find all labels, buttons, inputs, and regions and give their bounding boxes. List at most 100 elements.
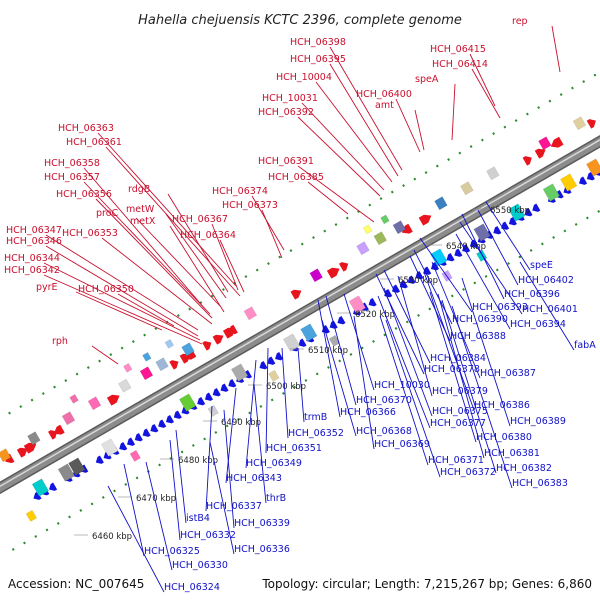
forward-gene-arrow[interactable] [228,324,238,335]
forward-gene-arrow[interactable] [202,341,212,351]
forward-gene-box-outer[interactable] [380,214,390,225]
gene-label-bottom[interactable]: HCH_06388 [450,331,506,342]
reverse-gene-arrow[interactable] [407,275,416,284]
forward-gene-box[interactable] [87,396,102,411]
gene-label-bottom[interactable]: HCH_06372 [440,467,496,478]
reverse-gene-arrow[interactable] [197,397,206,406]
reverse-gene-arrow[interactable] [134,433,143,442]
forward-gene-arrow[interactable] [586,119,596,129]
gene-label-bottom[interactable]: HCH_06343 [226,473,282,484]
reverse-gene-arrow[interactable] [204,392,213,401]
forward-gene-arrow[interactable] [169,360,179,370]
reverse-gene-arrow[interactable] [298,338,307,347]
forward-gene-arrow[interactable] [23,442,37,454]
gene-label-top[interactable]: HCH_06400 [356,89,412,100]
gene-label-top[interactable]: HCH_10031 [262,93,318,104]
forward-gene-box[interactable] [434,196,448,211]
forward-gene-box[interactable] [373,231,388,246]
reverse-gene-arrow[interactable] [462,244,471,253]
gene-label-bottom[interactable]: HCH_06396 [504,289,560,300]
gene-label-top[interactable]: HCH_06415 [430,44,486,55]
gene-label-top[interactable]: HCH_06358 [44,158,100,169]
gene-label-bottom[interactable]: istB4 [186,513,210,524]
gene-label-bottom[interactable]: HCH_06378 [424,364,480,375]
reverse-gene-arrow[interactable] [49,482,58,491]
reverse-gene-box[interactable] [430,248,448,267]
reverse-gene-arrow[interactable] [119,442,128,451]
forward-gene-box[interactable] [181,342,195,357]
forward-gene-box-outer[interactable] [123,362,133,373]
reverse-gene-box[interactable] [560,173,578,192]
reverse-gene-arrow[interactable] [423,266,432,275]
gene-label-top[interactable]: HCH_06364 [180,230,236,241]
reverse-gene-box[interactable] [101,438,119,457]
forward-gene-arrow[interactable] [106,394,120,406]
forward-gene-box-outer[interactable] [164,338,175,349]
gene-label-top[interactable]: HCH_06361 [66,137,122,148]
gene-label-bottom[interactable]: HCH_06337 [206,501,262,512]
gene-label-bottom[interactable]: HCH_06383 [512,478,568,489]
reverse-gene-box[interactable] [57,463,76,482]
reverse-gene-box[interactable] [586,158,600,177]
gene-label-bottom[interactable]: HCH_06386 [474,400,530,411]
gene-label-top[interactable]: HCH_06357 [44,172,100,183]
reverse-gene-box[interactable] [473,223,491,242]
forward-gene-box[interactable] [139,366,154,381]
gene-label-top[interactable]: HCH_06344 [4,253,60,264]
reverse-gene-box[interactable] [508,203,526,222]
forward-gene-arrow[interactable] [550,136,564,148]
gene-label-bottom[interactable]: HCH_06369 [374,439,430,450]
reverse-gene-arrow[interactable] [158,419,167,428]
reverse-gene-box[interactable] [348,295,366,314]
gene-label-bottom[interactable]: HCH_06336 [234,544,290,555]
gene-label-top[interactable]: HCH_06353 [62,228,118,239]
gene-label-bottom[interactable]: HCH_06324 [164,582,220,593]
gene-label-bottom[interactable]: HCH_06351 [266,443,322,454]
reverse-gene-arrow[interactable] [173,410,182,419]
gene-label-bottom[interactable]: HCH_06349 [246,458,302,469]
forward-gene-box[interactable] [118,378,132,393]
gene-label-top[interactable]: HCH_06363 [58,123,114,134]
forward-gene-box-outer[interactable] [362,224,373,235]
reverse-gene-arrow[interactable] [586,172,595,181]
forward-gene-box[interactable] [486,166,500,181]
gene-label-top[interactable]: pyrE [36,282,58,293]
gene-label-bottom[interactable]: speE [530,260,553,271]
forward-gene-arrow[interactable] [212,334,224,345]
gene-label-top[interactable]: speA [415,74,439,85]
gene-label-top[interactable]: HCH_06342 [4,265,60,276]
reverse-gene-arrow[interactable] [181,406,190,415]
forward-gene-arrow[interactable] [339,262,349,272]
gene-label-top[interactable]: HCH_06346 [6,236,62,247]
gene-label-top[interactable]: HCH_06347 [6,225,62,236]
gene-label-bottom[interactable]: HCH_06352 [288,428,344,439]
reverse-gene-arrow[interactable] [220,383,229,392]
gene-label-bottom[interactable]: HCH_06394 [510,319,566,330]
forward-gene-arrow[interactable] [326,267,340,279]
gene-label-bottom[interactable]: HCH_06370 [356,395,412,406]
reverse-gene-arrow[interactable] [212,388,221,397]
gene-labels-layer[interactable]: rep HCH_06415 HCH_06414 speA HCH_06398 HCH_06… [4,16,596,593]
gene-label-top[interactable]: HCH_06367 [172,214,228,225]
gene-label-top[interactable]: HCH_06385 [268,172,324,183]
gene-label-bottom[interactable]: HCH_06332 [180,530,236,541]
forward-gene-box[interactable] [309,268,323,283]
gene-label-bottom[interactable]: HCH_06325 [144,546,200,557]
forward-gene-box-outer[interactable] [69,393,79,404]
forward-gene-box[interactable] [538,136,552,151]
reverse-gene-arrow[interactable] [579,176,588,185]
reverse-gene-arrow[interactable] [508,217,517,226]
reverse-gene-box-inner[interactable] [129,449,141,462]
gene-label-bottom[interactable]: HCH_06379 [432,386,488,397]
gene-label-bottom[interactable]: HCH_06330 [172,560,228,571]
gene-label-top[interactable]: HCH_06373 [222,200,278,211]
forward-gene-box[interactable] [460,181,474,196]
forward-gene-arrow[interactable] [522,156,532,166]
gene-label-top[interactable]: HCH_06414 [432,59,488,70]
gene-label-bottom[interactable]: HCH_06402 [518,275,574,286]
reverse-gene-arrow[interactable] [493,226,502,235]
gene-label-top[interactable]: HCH_06398 [290,37,346,48]
gene-label-top[interactable]: HCH_06350 [78,284,134,295]
forward-gene-box[interactable] [572,116,587,131]
gene-label-bottom[interactable]: HCH_10030 [374,380,430,391]
